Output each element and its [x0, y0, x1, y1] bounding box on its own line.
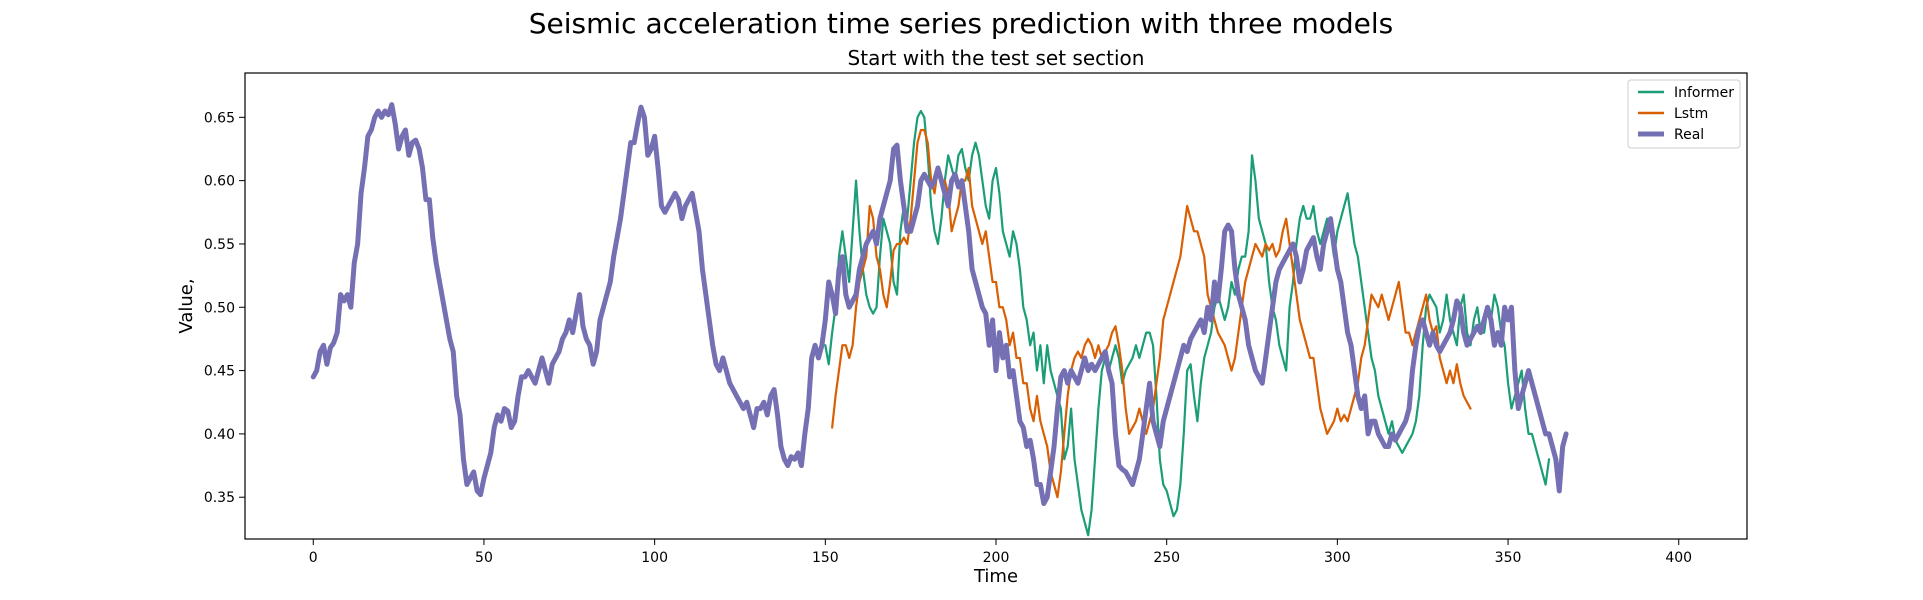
axis-ticks: 0 50 100 150 200 250 300 350 400 0.35 0.40 0.45 0.50… [204, 110, 1692, 566]
y-tick-label: 0.60 [204, 174, 235, 190]
legend: Informer Lstm Real [1627, 79, 1741, 149]
y-tick-label: 0.65 [204, 110, 235, 126]
x-tick-label: 250 [1153, 550, 1180, 566]
x-tick-label: 50 [475, 550, 493, 566]
x-tick-label: 300 [1324, 550, 1351, 566]
y-tick-label: 0.35 [204, 490, 235, 506]
legend-label-lstm: Lstm [1674, 106, 1708, 122]
series-line-informer [824, 109, 1551, 537]
x-tick-label: 0 [309, 550, 318, 566]
x-tick-label: 400 [1665, 550, 1692, 566]
legend-label-informer: Informer [1674, 85, 1734, 101]
x-tick-label: 150 [812, 550, 839, 566]
y-tick-label: 0.40 [204, 427, 235, 443]
x-tick-label: 100 [641, 550, 668, 566]
legend-box [1627, 79, 1741, 149]
x-tick-label: 200 [983, 550, 1010, 566]
chart-title: Seismic acceleration time series predict… [529, 7, 1394, 40]
series-lines [310, 102, 1569, 537]
legend-label-real: Real [1674, 127, 1704, 143]
plot-area-frame [244, 72, 1748, 540]
y-tick-label: 0.45 [204, 364, 235, 380]
chart-subtitle: Start with the test set section [848, 46, 1145, 70]
x-tick-label: 350 [1495, 550, 1522, 566]
y-axis-label: Value, [176, 278, 197, 333]
y-tick-label: 0.50 [204, 300, 235, 316]
x-axis-label: Time [973, 566, 1018, 587]
y-tick-label: 0.55 [204, 237, 235, 253]
series-line-real [310, 102, 1569, 507]
